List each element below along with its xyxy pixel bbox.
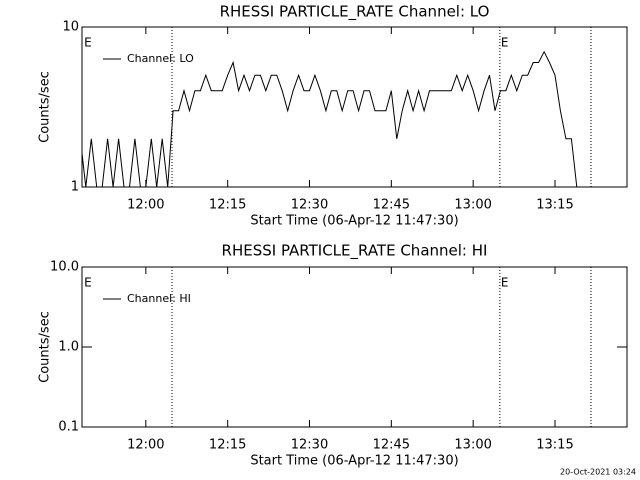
- y-axis-label: Counts/sec: [38, 311, 53, 383]
- plot-frame: [81, 26, 628, 188]
- x-tick-label: 13:15: [536, 198, 573, 213]
- x-tick-label: 12:45: [373, 438, 410, 453]
- legend-label: Channel: LO: [127, 52, 194, 65]
- x-tick-label: 13:15: [536, 438, 573, 453]
- x-axis-label: Start Time (06-Apr-12 11:47:30): [250, 454, 458, 469]
- x-tick-label: 12:00: [127, 438, 164, 453]
- y-tick-label: 1.0: [58, 340, 79, 355]
- x-tick-label: 13:00: [454, 438, 491, 453]
- event-flag: E: [84, 276, 92, 290]
- x-axis-label: Start Time (06-Apr-12 11:47:30): [250, 214, 458, 229]
- footer-date: 20-Oct-2021 03:24: [560, 468, 636, 477]
- y-tick-label: 1: [71, 180, 79, 195]
- x-tick-label: 13:00: [454, 198, 491, 213]
- chart-title: RHESSI PARTICLE_RATE Channel: HI: [222, 242, 488, 261]
- x-tick-label: 12:15: [209, 438, 246, 453]
- event-flag: E: [84, 36, 92, 50]
- x-tick-label: 12:15: [209, 198, 246, 213]
- legend-label: Channel: HI: [127, 292, 191, 305]
- y-axis-label: Counts/sec: [38, 71, 53, 143]
- x-tick-label: 12:30: [291, 198, 328, 213]
- x-tick-label: 12:30: [291, 438, 328, 453]
- chart-title: RHESSI PARTICLE_RATE Channel: LO: [220, 3, 490, 22]
- y-tick-label: 10.0: [50, 260, 79, 275]
- y-tick-label: 0.1: [58, 420, 79, 435]
- data-line: [82, 50, 578, 187]
- event-flag: E: [501, 276, 509, 290]
- x-tick-label: 12:45: [373, 198, 410, 213]
- x-tick-label: 12:00: [127, 198, 164, 213]
- event-flag: E: [501, 36, 509, 50]
- y-tick-label: 10: [62, 20, 79, 35]
